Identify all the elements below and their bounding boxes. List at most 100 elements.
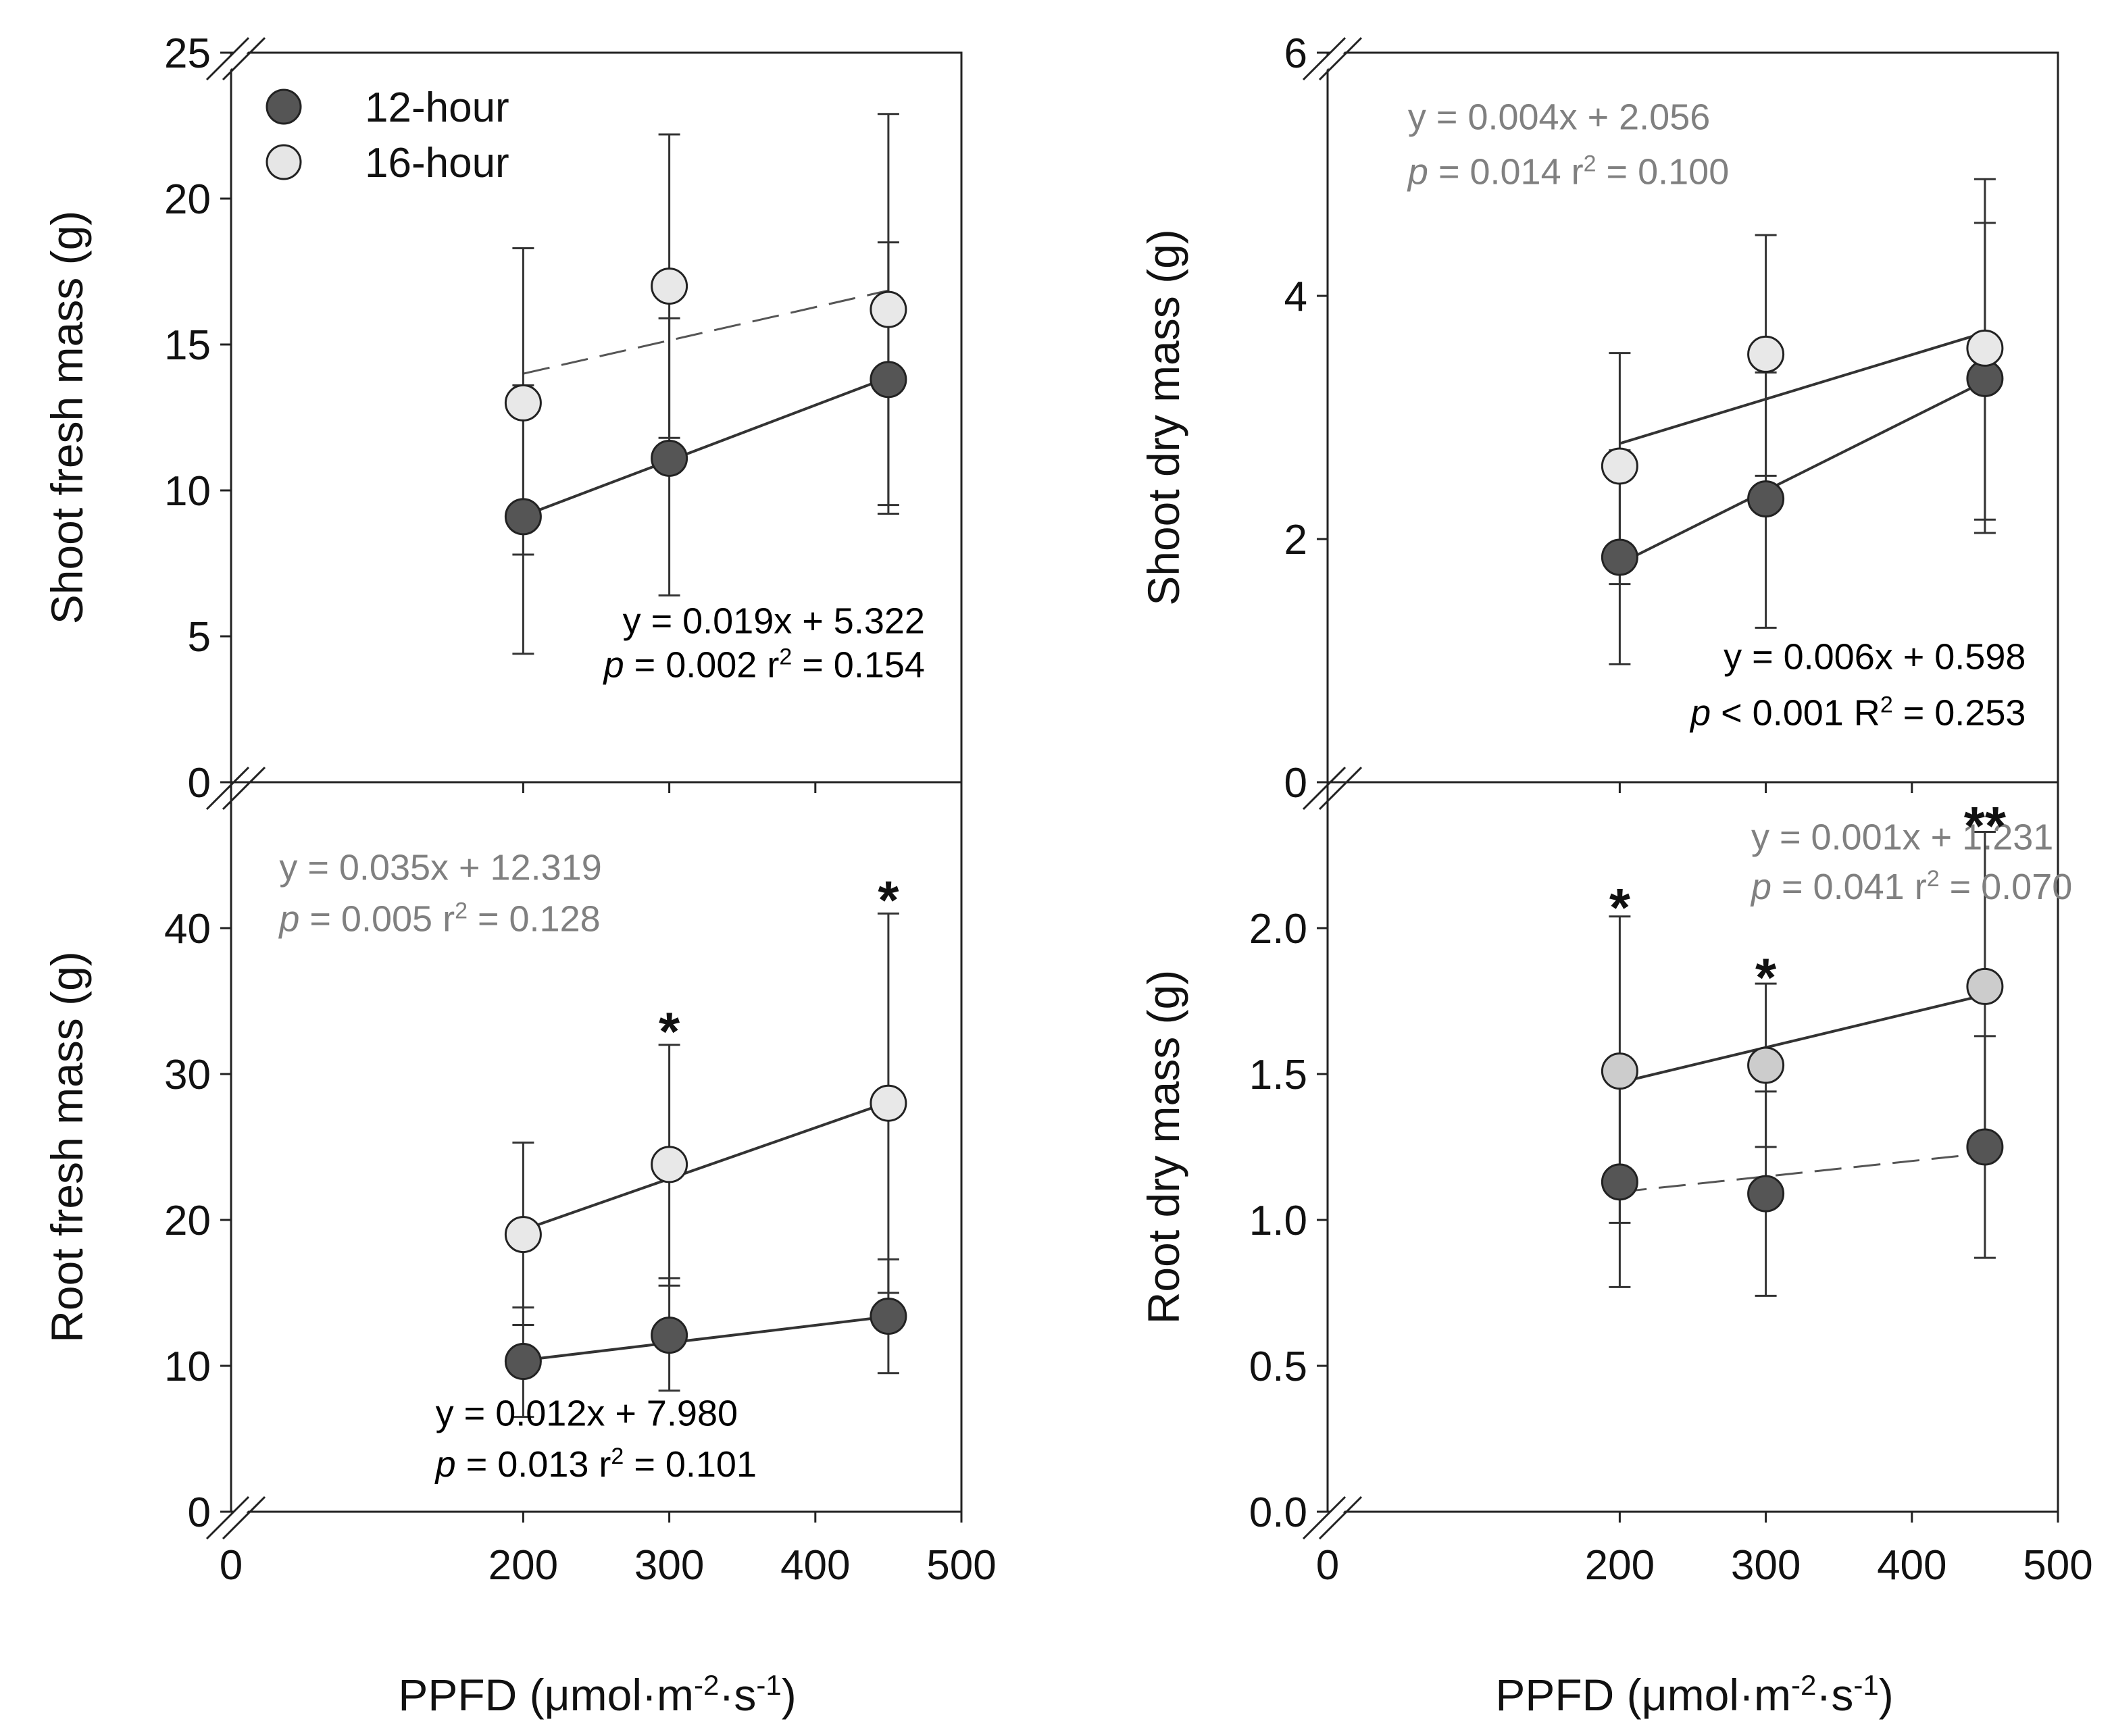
x-tick-label: 0: [1316, 1542, 1339, 1589]
regression-stats: p < 0.001 R2 = 0.253: [1689, 692, 2026, 733]
axis-break-mark: [1302, 33, 1363, 811]
regression-stats: p = 0.005 r2 = 0.128: [278, 898, 600, 939]
legend-marker-16-hour: [266, 144, 302, 180]
data-point-16-hour: [504, 384, 542, 422]
y-tick-label: 40: [164, 906, 211, 952]
significance-star: *: [878, 870, 899, 930]
y-tick-label: 4: [1284, 274, 1307, 320]
x-tick-label: 300: [634, 1542, 704, 1589]
data-point-16-hour: [504, 1216, 542, 1254]
axes-frame: [230, 781, 963, 1513]
data-point-16-hour: [870, 290, 907, 328]
data-point-12-hour: [651, 439, 688, 477]
y-tick-label: 15: [164, 322, 211, 369]
y-tick-label: 5: [188, 614, 211, 661]
data-point-16-hour: [1966, 329, 2004, 367]
y-axis-label: Root dry mass (g): [1138, 970, 1188, 1324]
y-tick-label: 0: [1284, 760, 1307, 807]
regression-stats: p = 0.014 r2 = 0.100: [1407, 151, 1729, 192]
y-tick-label: 0: [188, 760, 211, 807]
x-tick-label: 500: [2023, 1542, 2092, 1589]
data-point-16-hour: [1601, 447, 1638, 485]
y-tick-label: 0.0: [1249, 1489, 1307, 1536]
y-tick-label: 2.0: [1249, 906, 1307, 952]
data-point-12-hour: [870, 361, 907, 399]
panel-shoot-dry: 0 2 4 6 Shoot dry mass (g) y = 0.004x + 2.056…: [1138, 30, 2059, 811]
y-tick-label: 10: [164, 468, 211, 515]
data-point-16-hour: [1966, 967, 2004, 1005]
data-point-16-hour: [1601, 1052, 1638, 1090]
axes-frame: [1326, 781, 2059, 1513]
data-point-16-hour: [1747, 1046, 1785, 1084]
axis-break-mark: [1302, 1492, 1363, 1541]
fit-line-16-hour: [1619, 993, 1986, 1084]
data-point-12-hour: [870, 1298, 907, 1335]
x-tick-label: 200: [488, 1542, 558, 1589]
y-axis-label: Root fresh mass (g): [42, 951, 92, 1343]
panel-shoot-fresh: 0 5 10 15 20 25 Shoot fresh mass (g) y = 0.019x…: [42, 30, 963, 811]
data-point-12-hour: [651, 1317, 688, 1354]
regression-equation: y = 0.004x + 2.056: [1408, 97, 1710, 137]
axis-break-mark: [205, 1492, 266, 1541]
axis-break-mark: [205, 33, 266, 811]
data-point-12-hour: [1601, 1163, 1638, 1201]
y-tick-label: 0: [188, 1489, 211, 1536]
fit-line-12-hour: [1619, 380, 1986, 565]
fit-line-12-hour: [522, 376, 889, 517]
data-point-12-hour: [1747, 480, 1785, 518]
x-tick-label: 0: [220, 1542, 243, 1589]
x-tick-label: 500: [926, 1542, 996, 1589]
y-tick-label: 20: [164, 1198, 211, 1244]
regression-equation: y = 0.019x + 5.322: [623, 601, 925, 642]
y-tick-label: 25: [164, 30, 211, 77]
significance-star: *: [659, 1001, 680, 1061]
data-point-12-hour: [1601, 538, 1638, 576]
regression-equation: y = 0.006x + 0.598: [1724, 637, 2026, 678]
x-tick-label: 400: [1877, 1542, 1946, 1589]
legend-label-16-hour: 16-hour: [365, 140, 509, 186]
significance-star: **: [1964, 796, 2007, 856]
fit-line-16-hour: [523, 289, 889, 375]
x-tick-label: 400: [780, 1542, 850, 1589]
y-tick-label: 0.5: [1249, 1344, 1307, 1390]
legend: 12-hour 16-hour: [266, 84, 509, 186]
y-tick-label: 10: [164, 1344, 211, 1390]
regression-equation: y = 0.035x + 12.319: [279, 848, 601, 888]
legend-label-12-hour: 12-hour: [365, 84, 509, 131]
y-tick-label: 1.0: [1249, 1198, 1307, 1244]
x-axis-label-right: PPFD (μmol·m-2·s-1): [1495, 1669, 1893, 1720]
y-axis-label: Shoot fresh mass (g): [42, 211, 92, 625]
data-point-16-hour: [651, 267, 688, 305]
x-axis-label-left: PPFD (μmol·m-2·s-1): [398, 1669, 796, 1720]
significance-star: *: [1609, 877, 1631, 938]
regression-stats: p = 0.002 r2 = 0.154: [603, 644, 925, 685]
y-tick-label: 1.5: [1249, 1052, 1307, 1098]
regression-stats: p = 0.013 r2 = 0.101: [434, 1444, 757, 1485]
legend-marker-12-hour: [266, 88, 302, 125]
y-tick-label: 20: [164, 176, 211, 223]
fit-line-12-hour: [1619, 1152, 1986, 1194]
x-tick-label: 200: [1585, 1542, 1655, 1589]
x-tick-label: 300: [1731, 1542, 1801, 1589]
data-point-12-hour: [504, 498, 542, 536]
panel-root-dry: 0.0 0.5 1.0 1.5 2.0 0 200 300 400 500 Root dry mas…: [1138, 781, 2093, 1589]
y-tick-label: 30: [164, 1052, 211, 1098]
significance-star: *: [1755, 947, 1777, 1007]
fit-line-12-hour: [523, 1315, 889, 1362]
data-point-16-hour: [1747, 335, 1785, 373]
data-point-16-hour: [651, 1146, 688, 1183]
data-point-16-hour: [870, 1084, 907, 1122]
data-point-12-hour: [1966, 1128, 2004, 1166]
data-point-12-hour: [1747, 1175, 1785, 1212]
y-tick-label: 2: [1284, 517, 1307, 563]
data-point-12-hour: [504, 1343, 542, 1381]
y-axis-label: Shoot dry mass (g): [1138, 229, 1188, 606]
regression-stats: p = 0.041 r2 = 0.070: [1750, 866, 2072, 907]
regression-equation: y = 0.001x + 1.231: [1751, 817, 2053, 857]
y-tick-label: 6: [1284, 30, 1307, 77]
fit-line-16-hour: [522, 1100, 889, 1231]
regression-equation: y = 0.012x + 7.980: [436, 1394, 738, 1434]
fit-line-16-hour: [1619, 331, 1986, 445]
